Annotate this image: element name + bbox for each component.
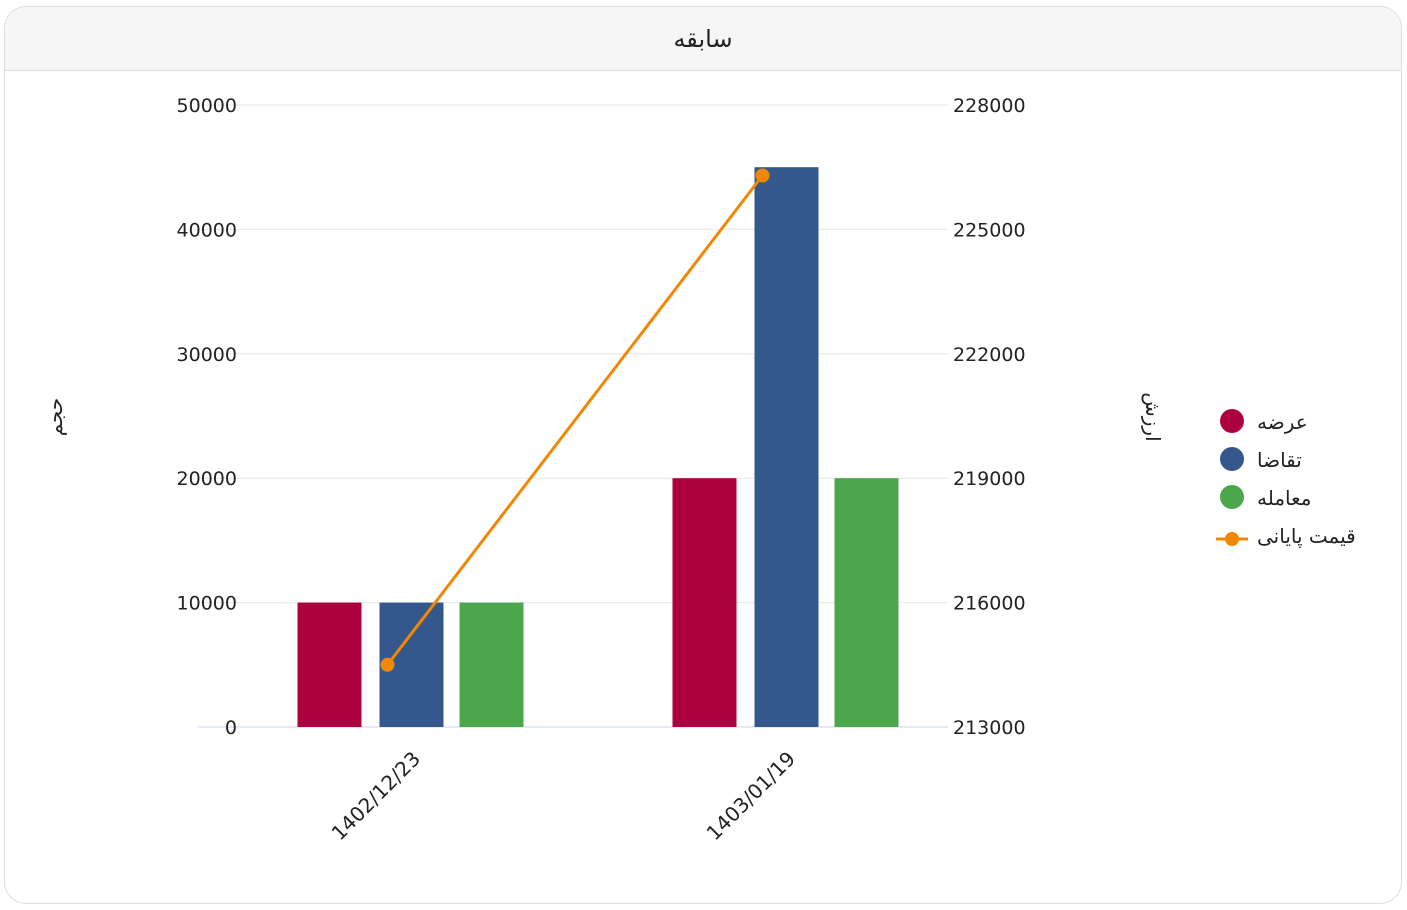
y2-tick-label: 228000 xyxy=(953,95,1026,117)
line-series xyxy=(386,174,764,666)
y-tick-label: 50000 xyxy=(177,95,237,117)
history-card: سابقه xyxy=(4,6,1402,904)
legend-item-label[interactable]: قیمت پایانی xyxy=(1257,524,1356,549)
legend-item-label[interactable]: عرضه xyxy=(1257,410,1308,434)
bar-1 xyxy=(754,167,819,727)
y-axis-title: حجم xyxy=(43,398,67,437)
y-tick-label: 10000 xyxy=(177,593,237,615)
bar-2 xyxy=(834,478,899,727)
y-tick-label: 30000 xyxy=(177,344,237,366)
bar-0 xyxy=(297,602,362,727)
legend-item-label[interactable]: تقاضا xyxy=(1257,448,1302,472)
y2-tick-label: 216000 xyxy=(953,593,1026,615)
x-tick-label: 1403/01/19 xyxy=(702,747,800,845)
y2-tick-label: 225000 xyxy=(953,219,1026,241)
legend-marker-icon xyxy=(1220,447,1244,471)
y-tick-label: 20000 xyxy=(177,468,237,490)
bar-2 xyxy=(459,602,524,727)
y2-tick-label: 213000 xyxy=(953,717,1026,739)
card-title: سابقه xyxy=(5,7,1401,71)
y2-tick-label: 219000 xyxy=(953,468,1026,490)
line-point xyxy=(380,657,395,672)
bar-0 xyxy=(672,478,737,727)
y-tick-label: 40000 xyxy=(177,219,237,241)
y-tick-label: 0 xyxy=(225,717,237,739)
legend-marker-icon xyxy=(1220,485,1244,509)
y2-axis-title: ارزش xyxy=(1141,392,1165,441)
line-point xyxy=(755,168,770,183)
legend-item-label[interactable]: معامله xyxy=(1257,486,1312,510)
y2-tick-label: 222000 xyxy=(953,344,1026,366)
legend-marker-icon xyxy=(1225,532,1239,546)
legend-marker-icon xyxy=(1220,409,1244,433)
x-tick-label: 1402/12/23 xyxy=(327,747,425,845)
